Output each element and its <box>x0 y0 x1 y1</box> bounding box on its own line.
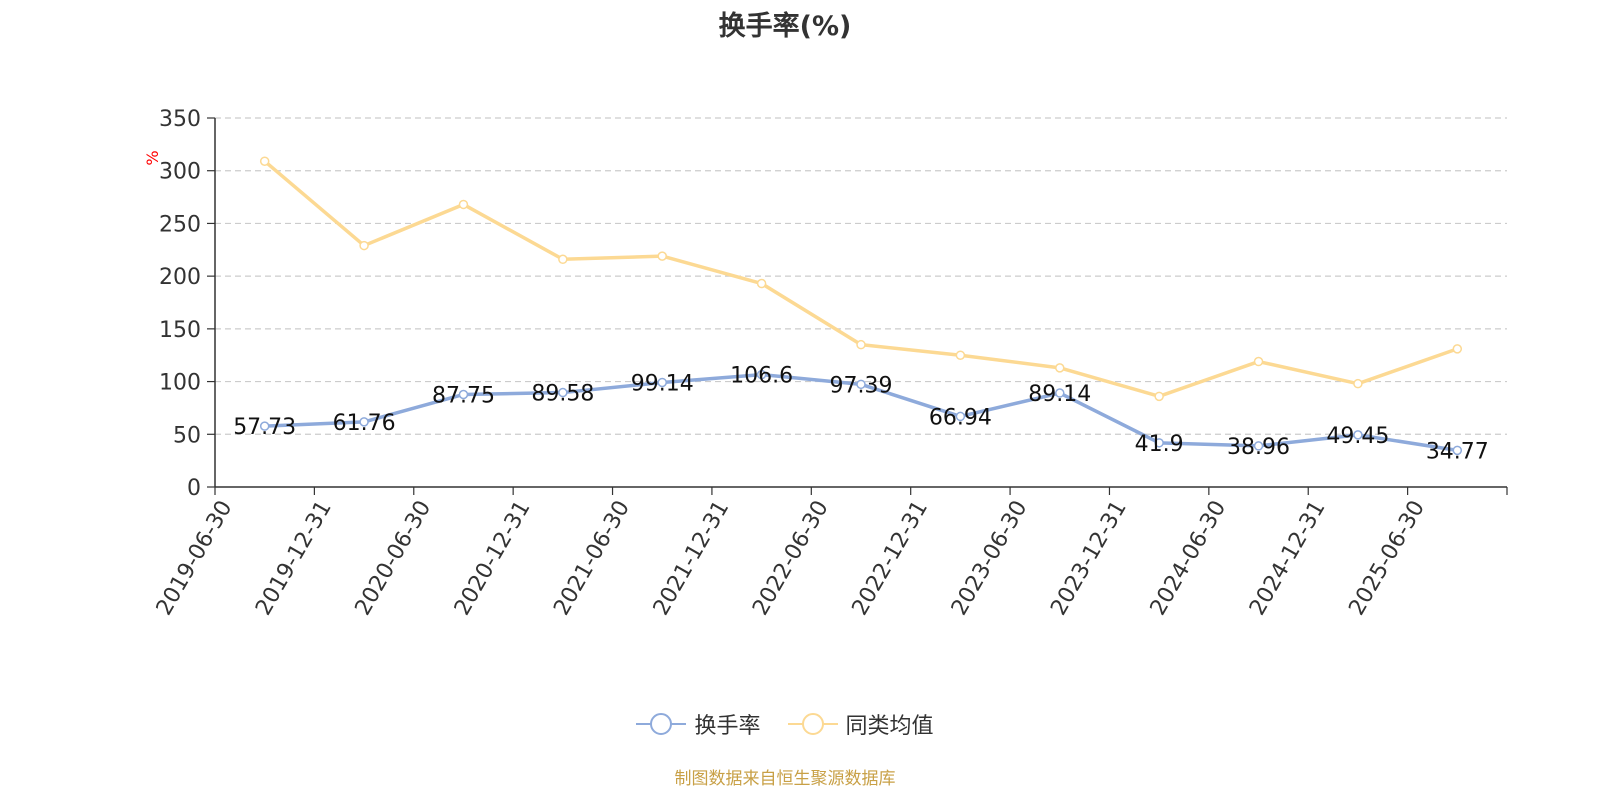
x-tick-label: 2020-12-31 <box>450 497 536 620</box>
data-point <box>955 350 966 360</box>
data-point <box>458 389 469 400</box>
x-tick-label: 2021-12-31 <box>649 497 735 620</box>
x-tick-label: 2020-06-30 <box>351 497 437 620</box>
x-tick-label: 2022-12-31 <box>848 497 934 620</box>
data-point <box>1452 445 1463 456</box>
data-point <box>756 369 767 380</box>
y-tick-label: 0 <box>187 476 201 501</box>
data-point <box>558 254 568 265</box>
data-point <box>1253 441 1264 451</box>
data-label: 38.96 <box>1227 435 1290 460</box>
legend-line-circle-icon <box>636 713 687 735</box>
legend-item-series-1[interactable]: 同类均值 <box>787 708 934 740</box>
data-point <box>359 240 369 251</box>
data-label: 99.14 <box>631 371 694 396</box>
x-tick-label: 2019-06-30 <box>152 497 238 620</box>
data-label: 89.14 <box>1028 382 1091 407</box>
data-point <box>955 411 966 422</box>
x-tick-label: 2024-06-30 <box>1146 497 1232 620</box>
legend-label: 换手率 <box>694 714 761 739</box>
x-tick-label: 2022-06-30 <box>748 497 834 620</box>
data-point <box>756 278 767 289</box>
y-tick-label: 250 <box>159 212 201 237</box>
data-point <box>657 377 667 388</box>
data-point <box>856 339 866 350</box>
data-point <box>1353 378 1363 389</box>
x-tick-label: 2021-06-30 <box>549 497 635 620</box>
legend-line-circle-icon <box>787 713 838 735</box>
y-tick-label: 350 <box>159 107 201 132</box>
data-point <box>259 421 270 431</box>
y-tick-label: 300 <box>159 160 201 185</box>
data-point <box>1253 356 1264 367</box>
axes: 0 50 100 150 200 250 300 350% 2019-06-30 2019-12-… <box>143 107 1508 620</box>
data-point <box>1154 438 1164 448</box>
data-point <box>259 156 270 166</box>
data-label: 61.76 <box>333 411 396 436</box>
data-point <box>458 199 469 210</box>
chart-title: 换手率(%) <box>718 11 852 42</box>
data-label: 41.9 <box>1135 432 1184 457</box>
data-label: 89.58 <box>531 382 594 407</box>
data-label: 87.75 <box>432 383 495 408</box>
legend: 换手率 同类均值 <box>0 708 1570 742</box>
x-tick-label: 2025-06-30 <box>1344 497 1430 620</box>
legend-label: 同类均值 <box>845 714 934 739</box>
y-axis-label: % <box>143 150 162 165</box>
data-point <box>657 251 667 261</box>
source-note: 制图数据来自恒生聚源数据库 <box>674 769 896 789</box>
x-tick-label: 2023-12-31 <box>1046 497 1132 620</box>
data-point <box>1154 391 1164 402</box>
data-label: 106.6 <box>730 364 793 389</box>
data-point <box>359 417 369 427</box>
data-point <box>1353 430 1363 440</box>
series-line-1 <box>263 159 1458 399</box>
data-label: 49.45 <box>1326 424 1389 449</box>
data-label: 57.73 <box>233 415 296 440</box>
data-label: 66.94 <box>929 405 992 430</box>
y-tick-label: 100 <box>159 371 201 396</box>
data-label: 97.39 <box>830 373 893 398</box>
series-lines <box>259 156 1463 456</box>
y-tick-label: 150 <box>159 318 201 343</box>
data-point <box>558 387 568 398</box>
data-point <box>1055 363 1065 373</box>
x-tick-label: 2024-12-31 <box>1245 497 1331 620</box>
line-chart: 0 50 100 150 200 250 300 350% 2019-06-30 2019-12-… <box>143 107 1508 620</box>
data-point <box>1055 388 1065 398</box>
y-tick-label: 200 <box>159 265 201 290</box>
y-tick-label: 50 <box>173 423 201 448</box>
x-tick-label: 2023-06-30 <box>947 497 1033 620</box>
legend-item-series-0[interactable]: 换手率 <box>636 708 761 740</box>
x-tick-label: 2019-12-31 <box>251 497 337 620</box>
data-point <box>856 379 866 390</box>
data-point <box>1452 344 1463 354</box>
data-label: 34.77 <box>1426 439 1489 464</box>
data-labels: 57.73 61.76 87.75 89.58 99.14 106.6 97.39 66.94… <box>233 364 1489 465</box>
